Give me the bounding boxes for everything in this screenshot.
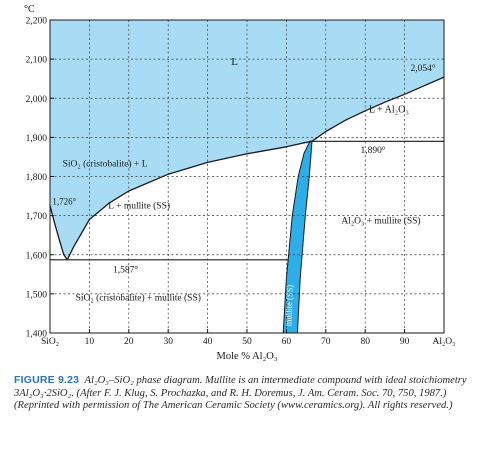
y-tick-label: 1,600 <box>26 251 48 261</box>
y-tick-label: 1,700 <box>26 212 48 222</box>
x-ticks: SiO₂ 10 20 30 40 50 60 70 80 90 Al₂O₃ <box>41 329 456 347</box>
label-t-cristobalite: 1,726° <box>52 197 76 207</box>
label-l-plus-mullite: L + mullite (SS) <box>108 201 170 212</box>
y-tick-label: 1,400 <box>26 330 48 340</box>
x-tick-label: 60 <box>282 337 292 347</box>
label-t-eutectic: 1,587° <box>113 265 138 276</box>
x-tick-label: 50 <box>242 337 252 347</box>
x-axis-label: Mole % Al₂O₃ <box>217 351 278 362</box>
y-axis-unit: °C <box>24 4 35 15</box>
annotations: L 2,054° L + Al₂O₃ 1,890° SiO₂ (cristoba… <box>52 56 436 326</box>
y-tick-label: 1,900 <box>26 134 48 144</box>
x-tick-label: 40 <box>203 337 213 347</box>
y-ticks: 1,400 1,500 1,600 1,700 1,800 1,900 2,000 2,100… <box>26 17 54 340</box>
x-tick-label: 70 <box>321 337 331 347</box>
x-tick-label: Al₂O₃ <box>433 337 456 347</box>
y-tick-label: 1,500 <box>26 290 48 300</box>
y-tick-label: 2,100 <box>26 56 48 66</box>
liquid-region <box>50 20 444 260</box>
y-tick-label: 2,200 <box>26 17 48 27</box>
label-cristobalite-plus-mullite: SiO₂ (cristobalite) + mullite (SS) <box>76 293 201 304</box>
y-tick-label: 2,000 <box>26 95 48 105</box>
label-cristobalite-plus-l: SiO₂ (cristobalite) + L <box>63 158 148 169</box>
phase-diagram: SiO₂ 10 20 30 40 50 60 70 80 90 Al₂O₃ 1,4001,5001,… <box>24 4 456 362</box>
liquidus-mullite <box>66 140 313 261</box>
x-tick-label: 30 <box>163 337 173 347</box>
x-tick-label: 90 <box>400 337 410 347</box>
figure-caption: FIGURE 9.23 Al₂O₃–SiO₂ phase diagram. Mu… <box>14 374 474 413</box>
label-liquid: L <box>231 56 238 68</box>
caption-text: Al₂O₃–SiO₂ phase diagram. Mullite is an … <box>14 375 467 412</box>
x-tick-label: SiO₂ <box>41 337 59 347</box>
phase-boundaries <box>49 76 445 261</box>
x-tick-label: 10 <box>85 337 95 347</box>
label-t-peritectic: 1,890° <box>360 145 385 156</box>
label-l-plus-alumina: L + Al₂O₃ <box>369 105 409 116</box>
liquidus-cristobalite <box>49 205 68 261</box>
caption-label: FIGURE 9.23 <box>14 374 80 386</box>
liquidus-alumina <box>311 76 445 142</box>
y-tick-label: 1,800 <box>26 173 48 183</box>
label-mullite-ss: mullite (SS) <box>283 285 294 327</box>
x-tick-label: 80 <box>360 337 370 347</box>
label-alumina-plus-mullite: Al₂O₃ + mullite (SS) <box>341 215 420 226</box>
x-tick-label: 20 <box>124 337 134 347</box>
label-t-max: 2,054° <box>411 63 436 74</box>
